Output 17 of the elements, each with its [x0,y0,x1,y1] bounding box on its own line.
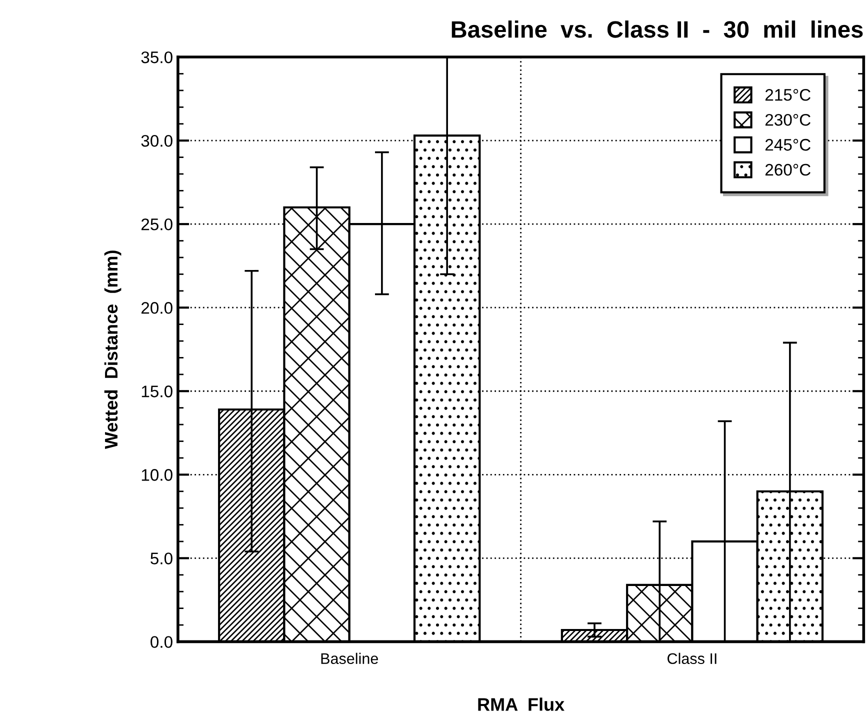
y-tick-label: 35.0 [141,51,172,64]
y-tick-label: 10.0 [142,469,172,481]
x-tick-label: Class II [668,652,716,664]
legend-label: 215°C [765,89,811,101]
y-tick-label: 25.0 [141,218,172,230]
legend-label: 260°C [765,164,811,176]
x-axis-title: RMA Flux [478,698,564,711]
x-tick-label: Baseline [321,652,378,664]
chart-title: Baseline vs. Class II - 30 mil lines [452,20,863,38]
y-tick-label: 30.0 [141,134,172,147]
y-axis-title: Wetted Distance (mm) [104,250,122,450]
legend-label: 245°C [765,138,811,151]
y-tick-label: 5.0 [150,552,172,564]
y-tick-label: 20.0 [141,302,172,314]
legend-label: 230°C [765,114,811,126]
y-tick-label: 15.0 [142,386,172,398]
y-tick-label: 0.0 [150,636,172,648]
